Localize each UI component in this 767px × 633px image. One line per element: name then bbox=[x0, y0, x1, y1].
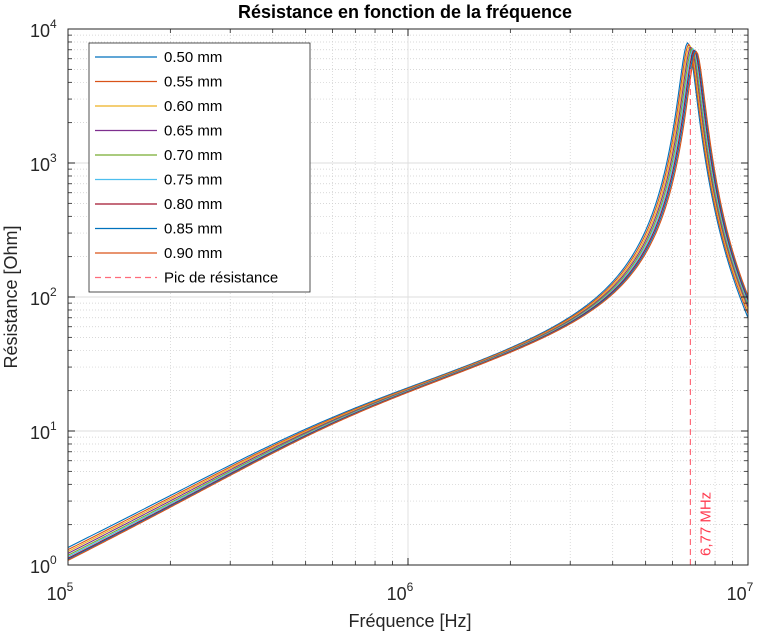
y-axis-label: Résistance [Ohm] bbox=[1, 225, 21, 368]
y-tick-label: 100 bbox=[30, 553, 57, 577]
x-tick-label: 106 bbox=[387, 580, 414, 604]
x-tick-label: 105 bbox=[47, 580, 74, 604]
legend-entry-label: 0.75 mm bbox=[164, 172, 222, 189]
y-tick-label: 104 bbox=[30, 17, 57, 41]
peak-annotation: 6,77 MHz bbox=[697, 492, 714, 556]
legend-entry-label: 0.55 mm bbox=[164, 74, 222, 91]
series-line-1 bbox=[67, 42, 749, 548]
legend-entry-label: 0.90 mm bbox=[164, 245, 222, 262]
series-line-9 bbox=[67, 50, 749, 561]
x-axis-label: Fréquence [Hz] bbox=[348, 611, 471, 631]
ticks-layer bbox=[67, 28, 749, 566]
series-line-4 bbox=[67, 46, 749, 554]
y-tick-label: 103 bbox=[30, 151, 57, 175]
legend-entry-label-peak: Pic de résistance bbox=[164, 270, 278, 287]
legend-entry-label: 0.80 mm bbox=[164, 196, 222, 213]
legend-entry-label: 0.70 mm bbox=[164, 147, 222, 164]
legend-entry-label: 0.60 mm bbox=[164, 98, 222, 115]
series-layer bbox=[67, 42, 749, 561]
x-tick-labels: 105 106 107 bbox=[47, 580, 754, 604]
x-tick-label: 107 bbox=[727, 580, 754, 604]
legend-box bbox=[88, 42, 311, 293]
y-tick-labels: 100 101 102 103 104 bbox=[30, 17, 57, 577]
chart-title: Résistance en fonction de la fréquence bbox=[238, 2, 572, 22]
y-tick-label: 101 bbox=[30, 419, 57, 443]
legend-entry-label: 0.50 mm bbox=[164, 49, 222, 66]
series-line-3 bbox=[67, 45, 749, 552]
legend-entry-label: 0.85 mm bbox=[164, 221, 222, 238]
series-line-2 bbox=[67, 43, 749, 551]
legend-entry-label: 0.65 mm bbox=[164, 123, 222, 140]
peak-layer: 6,77 MHz bbox=[689, 69, 714, 565]
y-tick-label: 102 bbox=[30, 285, 57, 309]
legend: 0.50 mm 0.55 mm 0.60 mm 0.65 mm 0.70 mm 0.75 … bbox=[88, 42, 311, 293]
